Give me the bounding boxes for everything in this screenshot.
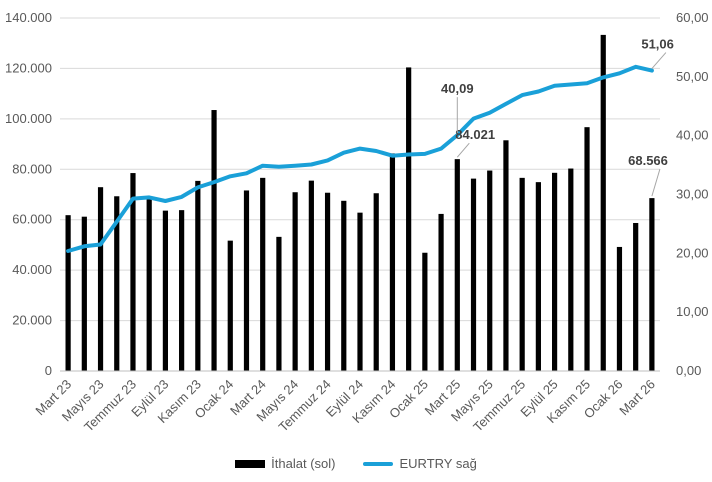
bar-imports (195, 180, 201, 371)
legend-label-eurtry: EURTRY sağ (399, 456, 477, 471)
right-axis-tick-label: 40,00 (676, 128, 709, 143)
bar-imports (276, 236, 282, 371)
x-axis-tick-label: Mart 26 (616, 377, 658, 419)
right-axis-tick-label: 50,00 (676, 69, 709, 84)
left-axis-tick-label: 100.000 (5, 111, 52, 126)
bar-imports (616, 246, 623, 371)
bar-imports (179, 210, 185, 371)
bar-imports (341, 200, 347, 371)
bar-imports (146, 199, 152, 371)
bar-imports (454, 159, 460, 371)
left-axis-tick-label: 140.000 (5, 10, 52, 25)
bar-imports (308, 180, 314, 371)
bar-imports (600, 34, 606, 372)
bar-imports (470, 178, 477, 371)
bar-imports (584, 127, 590, 371)
bar-imports (130, 173, 136, 371)
bar-imports (487, 170, 493, 371)
data-label: 68.566 (628, 153, 668, 168)
annotation-leader-line (651, 52, 667, 69)
right-axis-tick-label: 10,00 (676, 304, 709, 319)
left-axis-tick-label: 60.000 (12, 212, 52, 227)
bar-imports (81, 216, 87, 371)
right-axis-tick-label: 0,00 (676, 363, 701, 378)
bar-imports (260, 177, 266, 371)
left-axis-tick-label: 80.000 (12, 161, 52, 176)
legend-item-eurtry: EURTRY sağ (363, 456, 477, 471)
chart-legend: İthalat (sol) EURTRY sağ (0, 456, 712, 471)
bar-imports (649, 198, 655, 371)
legend-label-imports: İthalat (sol) (271, 456, 336, 471)
data-label: 51,06 (641, 37, 674, 52)
bar-imports (551, 172, 558, 371)
left-axis-tick-label: 40.000 (12, 262, 52, 277)
bar-imports (227, 240, 233, 371)
bar-imports (519, 177, 525, 371)
left-axis-tick-label: 0 (45, 363, 52, 378)
bar-imports (243, 190, 250, 371)
bar-imports (324, 192, 331, 371)
bar-imports (633, 222, 639, 371)
bar-imports (568, 168, 574, 371)
bar-imports (162, 210, 169, 371)
bar-imports (357, 212, 363, 371)
legend-item-imports: İthalat (sol) (235, 456, 335, 471)
bar-imports (422, 252, 428, 371)
bar-imports (373, 193, 379, 371)
left-axis-tick-label: 120.000 (5, 60, 52, 75)
annotation-leader-line (456, 142, 470, 158)
bar-imports (97, 187, 104, 371)
annotation-leader-line (651, 168, 661, 197)
right-axis-tick-label: 60,00 (676, 10, 709, 25)
bar-imports (503, 140, 509, 371)
data-label: 40,09 (441, 81, 474, 96)
left-axis-tick-label: 20.000 (12, 313, 52, 328)
line-eurtry (66, 64, 654, 253)
legend-swatch-imports (235, 459, 266, 468)
data-label: 84.021 (455, 127, 495, 142)
legend-swatch-eurtry (363, 461, 394, 466)
bar-imports (438, 213, 444, 371)
right-axis-tick-label: 20,00 (676, 245, 709, 260)
bar-imports (535, 182, 541, 371)
bar-imports (65, 215, 71, 371)
right-axis-tick-label: 30,00 (676, 187, 709, 202)
bar-imports (406, 67, 412, 372)
bar-imports (292, 192, 298, 371)
bar-imports (211, 110, 217, 372)
bar-imports (389, 153, 396, 371)
bar-imports (114, 196, 120, 371)
